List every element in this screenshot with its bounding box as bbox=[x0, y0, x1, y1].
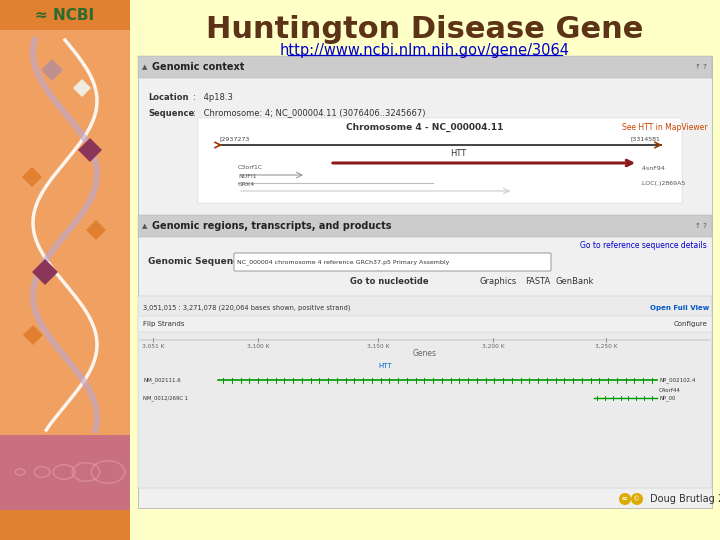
Text: [3314581: [3314581 bbox=[630, 136, 660, 141]
Text: Genomic context: Genomic context bbox=[152, 62, 244, 72]
Text: ↑ ?: ↑ ? bbox=[695, 64, 707, 70]
Bar bbox=[138, 56, 712, 78]
Bar bbox=[138, 296, 712, 488]
Text: 3,100 K: 3,100 K bbox=[247, 344, 269, 349]
Text: HTT: HTT bbox=[378, 363, 392, 369]
Bar bbox=[138, 215, 712, 237]
Text: NC_000004 chromosome 4 reference GRCh37.p5 Primary Assembly: NC_000004 chromosome 4 reference GRCh37.… bbox=[237, 259, 449, 265]
Text: ©: © bbox=[634, 496, 641, 502]
Text: Doug Brutlag 2011: Doug Brutlag 2011 bbox=[650, 494, 720, 504]
Text: :   4p18.3: : 4p18.3 bbox=[193, 93, 233, 103]
Text: Location: Location bbox=[148, 93, 189, 103]
Text: Genomic regions, transcripts, and products: Genomic regions, transcripts, and produc… bbox=[152, 221, 392, 231]
Text: Configure: Configure bbox=[673, 321, 707, 327]
Bar bbox=[0, 435, 130, 510]
Polygon shape bbox=[32, 259, 58, 285]
Text: ▲: ▲ bbox=[142, 64, 148, 70]
Polygon shape bbox=[73, 79, 91, 97]
Text: Go to reference sequence details: Go to reference sequence details bbox=[580, 241, 707, 251]
Text: NUFI1: NUFI1 bbox=[238, 174, 256, 179]
Text: Graphics: Graphics bbox=[480, 278, 517, 287]
Text: ≈ NCBI: ≈ NCBI bbox=[35, 8, 94, 23]
Text: Genomic Sequence: Genomic Sequence bbox=[148, 258, 245, 267]
Text: C4orf44: C4orf44 bbox=[659, 388, 681, 393]
Text: 3,051 K: 3,051 K bbox=[142, 344, 164, 349]
Circle shape bbox=[631, 493, 643, 505]
Text: NM_0012/269C 1: NM_0012/269C 1 bbox=[143, 395, 188, 401]
Text: Huntington Disease Gene: Huntington Disease Gene bbox=[207, 16, 644, 44]
FancyBboxPatch shape bbox=[234, 253, 551, 271]
Bar bbox=[138, 56, 712, 508]
Text: :   Chromosome: 4; NC_000004.11 (3076406..3245667): : Chromosome: 4; NC_000004.11 (3076406..… bbox=[193, 109, 426, 118]
Text: Flip Strands: Flip Strands bbox=[143, 321, 184, 327]
Text: Sequence: Sequence bbox=[148, 109, 194, 118]
Text: NP_002102.4: NP_002102.4 bbox=[659, 377, 696, 383]
Bar bbox=[130, 0, 720, 540]
Text: http://www.ncbi.nlm.nih.gov/gene/3064: http://www.ncbi.nlm.nih.gov/gene/3064 bbox=[280, 43, 570, 57]
Text: 3,150 K: 3,150 K bbox=[366, 344, 390, 349]
Text: 3,200 K: 3,200 K bbox=[482, 344, 504, 349]
Text: NM_002111.6: NM_002111.6 bbox=[143, 377, 181, 383]
Text: Genes: Genes bbox=[413, 349, 437, 359]
Text: 3,250 K: 3,250 K bbox=[595, 344, 617, 349]
Text: 3,051,015 : 3,271,078 (220,064 bases shown, positive strand): 3,051,015 : 3,271,078 (220,064 bases sho… bbox=[143, 305, 351, 311]
Bar bbox=[198, 118, 682, 203]
Bar bbox=[0, 510, 130, 540]
Circle shape bbox=[619, 493, 631, 505]
Text: .LOC(.)2869A5: .LOC(.)2869A5 bbox=[640, 180, 685, 186]
Bar bbox=[138, 316, 712, 332]
Text: Go to nucleotide: Go to nucleotide bbox=[350, 278, 428, 287]
Text: See HTT in MapViewer: See HTT in MapViewer bbox=[621, 124, 707, 132]
Text: C3orf1C: C3orf1C bbox=[238, 165, 264, 170]
Text: FASTA: FASTA bbox=[525, 278, 550, 287]
Text: .4snF94: .4snF94 bbox=[640, 166, 665, 172]
Text: NP_00: NP_00 bbox=[659, 395, 675, 401]
Text: [2937273: [2937273 bbox=[220, 136, 251, 141]
Polygon shape bbox=[23, 325, 43, 345]
Text: cc: cc bbox=[622, 496, 629, 502]
Polygon shape bbox=[78, 138, 102, 162]
Text: HTT: HTT bbox=[450, 149, 466, 158]
Bar bbox=[0, 0, 130, 30]
Polygon shape bbox=[86, 220, 106, 240]
Text: ▲: ▲ bbox=[142, 223, 148, 229]
Text: GenBank: GenBank bbox=[555, 278, 593, 287]
Bar bbox=[0, 0, 130, 540]
Text: Open Full View: Open Full View bbox=[650, 305, 709, 311]
Polygon shape bbox=[41, 59, 63, 81]
Text: Chromosome 4 - NC_000004.11: Chromosome 4 - NC_000004.11 bbox=[346, 123, 504, 132]
Polygon shape bbox=[22, 167, 42, 187]
Text: GRK4: GRK4 bbox=[238, 182, 256, 187]
Text: ↑ ?: ↑ ? bbox=[695, 223, 707, 229]
